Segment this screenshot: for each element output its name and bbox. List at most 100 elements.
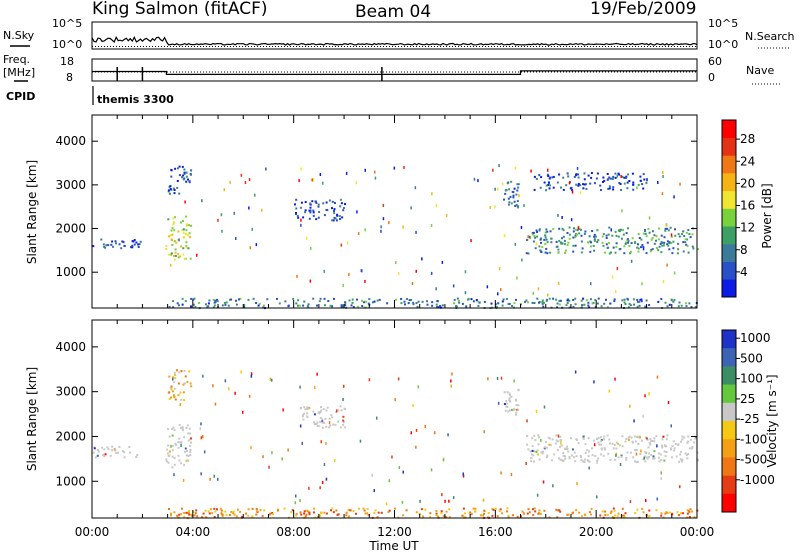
echo-cell bbox=[503, 234, 506, 237]
echo-cell bbox=[181, 176, 183, 179]
echo-cell bbox=[625, 456, 628, 459]
echo-cell bbox=[544, 236, 547, 239]
echo-cell bbox=[549, 184, 552, 187]
echo-cell bbox=[305, 509, 308, 512]
echo-cell bbox=[659, 453, 662, 456]
echo-cell bbox=[619, 463, 622, 466]
echo-cell bbox=[629, 304, 632, 307]
echo-cell bbox=[612, 246, 615, 249]
echo-cell bbox=[268, 513, 271, 516]
echo-cell bbox=[517, 183, 520, 186]
echo-cell bbox=[515, 298, 517, 301]
echo-cell bbox=[611, 275, 614, 279]
echo-cell bbox=[657, 300, 660, 303]
echo-cell bbox=[542, 480, 545, 484]
echo-cell bbox=[560, 186, 562, 189]
echo-cell bbox=[688, 516, 691, 518]
echo-cell bbox=[602, 454, 605, 457]
colorbar-tick-label: 24 bbox=[740, 154, 755, 168]
echo-cell bbox=[174, 398, 177, 401]
echo-cell bbox=[167, 444, 170, 447]
echo-cell bbox=[516, 276, 518, 280]
echo-cell bbox=[688, 511, 691, 514]
echo-cell bbox=[325, 409, 328, 412]
echo-cell bbox=[435, 514, 438, 516]
echo-cell bbox=[340, 409, 343, 412]
echo-cell bbox=[177, 382, 180, 385]
echo-cell bbox=[577, 442, 580, 445]
echo-cell bbox=[666, 263, 668, 267]
echo-cell bbox=[202, 435, 204, 439]
echo-cell bbox=[546, 454, 549, 457]
echo-cell bbox=[377, 511, 380, 514]
echo-cell bbox=[636, 298, 639, 301]
echo-cell bbox=[243, 306, 246, 308]
echo-cell bbox=[580, 228, 583, 231]
echo-cell bbox=[544, 251, 547, 254]
echo-cell bbox=[228, 298, 231, 301]
echo-cell bbox=[339, 205, 342, 208]
echo-cell bbox=[531, 445, 534, 448]
echo-cell bbox=[112, 245, 114, 248]
echo-cell bbox=[619, 228, 621, 231]
echo-cell bbox=[537, 513, 540, 515]
echo-cell bbox=[668, 248, 671, 251]
echo-cell bbox=[633, 435, 636, 438]
x-tick-label: 04:00 bbox=[176, 525, 211, 539]
echo-cell bbox=[137, 246, 140, 248]
echo-cell bbox=[189, 451, 192, 454]
echo-cell bbox=[555, 298, 558, 301]
echo-cell bbox=[202, 374, 204, 378]
echo-cell bbox=[583, 183, 586, 186]
echo-cell bbox=[507, 514, 510, 517]
echo-cell bbox=[336, 513, 339, 516]
echo-cell bbox=[608, 242, 611, 245]
echo-cell bbox=[671, 445, 674, 447]
echo-cell bbox=[309, 202, 312, 205]
echo-cell bbox=[224, 379, 227, 383]
echo-cell bbox=[505, 298, 508, 300]
echo-cell bbox=[620, 454, 623, 457]
echo-cell bbox=[628, 245, 631, 247]
echo-cell bbox=[168, 192, 171, 195]
echo-cell bbox=[515, 408, 518, 411]
echo-cell bbox=[648, 514, 651, 517]
echo-cell bbox=[173, 192, 176, 195]
echo-cell bbox=[544, 242, 547, 245]
echo-cell bbox=[183, 512, 186, 514]
echo-cell bbox=[646, 456, 649, 459]
y-tick-label: 2000 bbox=[55, 429, 86, 443]
echo-cell bbox=[394, 398, 396, 402]
echo-cell bbox=[665, 451, 668, 453]
echo-cell bbox=[556, 449, 559, 451]
echo-cell bbox=[621, 299, 624, 302]
echo-cell bbox=[551, 438, 554, 441]
echo-cell bbox=[169, 185, 172, 188]
echo-cell bbox=[508, 188, 511, 191]
echo-cell bbox=[562, 188, 565, 191]
echo-cell bbox=[525, 252, 528, 255]
echo-cell bbox=[600, 448, 603, 451]
echo-cell bbox=[373, 300, 376, 303]
echo-cell bbox=[323, 214, 326, 217]
echo-cell bbox=[671, 252, 674, 255]
echo-cell bbox=[629, 250, 632, 253]
echo-cell bbox=[167, 461, 170, 464]
echo-cell bbox=[678, 235, 681, 238]
echo-cell bbox=[543, 405, 546, 409]
echo-cell bbox=[572, 250, 575, 253]
echo-cell bbox=[646, 178, 648, 181]
noise-right-tick-bottom: 10^0 bbox=[708, 38, 738, 51]
colorbar-segment bbox=[722, 330, 736, 349]
echo-cell bbox=[666, 434, 669, 437]
echo-cell bbox=[316, 425, 319, 427]
echo-cell bbox=[333, 216, 336, 219]
echo-cell bbox=[573, 227, 575, 230]
echo-cell bbox=[678, 460, 681, 463]
echo-cell bbox=[168, 235, 171, 238]
echo-cell bbox=[462, 507, 465, 510]
echo-cell bbox=[334, 423, 337, 426]
echo-cell bbox=[393, 166, 396, 170]
